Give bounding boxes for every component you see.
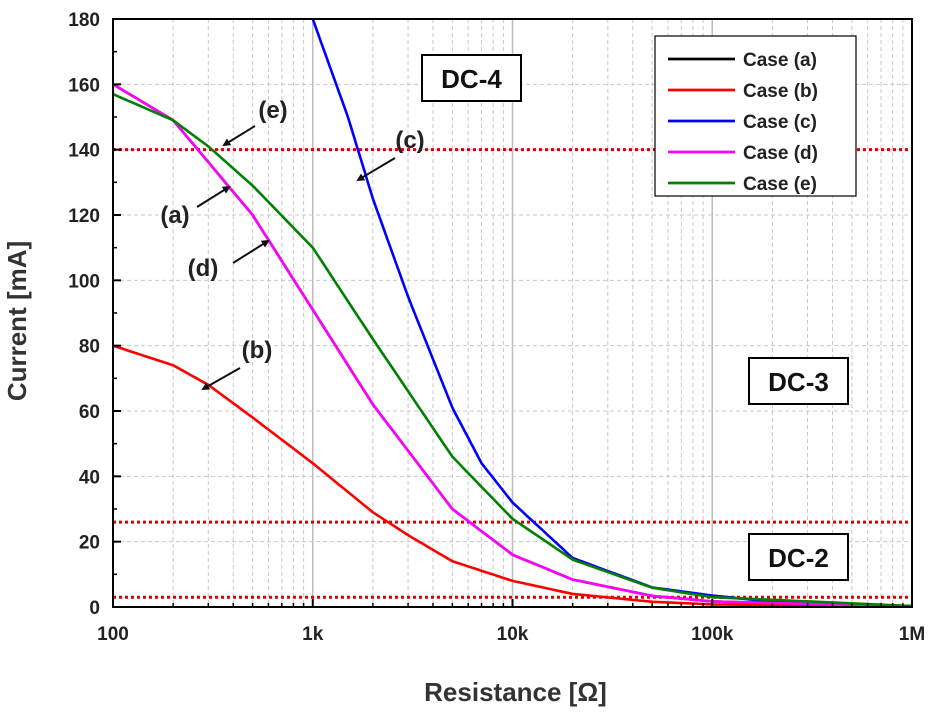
annotation-label: (c) [395,127,424,154]
y-tick-label: 80 [79,337,100,358]
region-label-box [748,533,849,581]
x-tick-label: 10k [497,624,529,645]
region-labels: DC-4 DC-3 DC-2 [421,54,849,581]
y-tick-label: 40 [79,467,100,488]
annotation-label: (b) [242,337,273,364]
y-tick-label: 160 [68,75,100,96]
annotation-arrow [222,125,256,147]
annotation-label: (d) [188,255,219,282]
y-axis-title: Current [mA] [2,241,32,401]
series-line [112,83,913,608]
x-axis-title: Resistance [Ω] [424,677,607,707]
legend-box [654,35,857,197]
annotation-arrow [196,185,231,208]
x-tick-label: 100 [97,624,129,645]
y-tick-label: 0 [89,598,100,619]
annotation-arrow [201,367,241,390]
y-tick-label: 120 [68,206,100,227]
x-tick-label: 100k [691,624,734,645]
legend-label: Case (d) [743,143,818,164]
annotation-arrow [232,239,270,264]
legend-label: Case (c) [743,112,817,133]
region-label-box [421,54,522,102]
legend: Case (a) Case (b) Case (c) Case (d) Case (e) [654,35,857,197]
axis-ticks: 100 1k 10k 100k 1M 0 20 40 60 80 100 120 140 160 180 [68,10,925,645]
reference-lines [113,148,912,599]
region-label: DC-2 [768,543,829,573]
region-label: DC-4 [441,64,502,94]
y-tick-label: 60 [79,402,100,423]
y-tick-label: 140 [68,141,100,162]
legend-label: Case (e) [743,174,817,195]
region-label: DC-3 [768,367,829,397]
annotation-label: (e) [258,97,287,124]
annotation-arrow [356,157,396,182]
x-tick-label: 1M [899,624,925,645]
x-tick-label: 1k [302,624,324,645]
legend-label: Case (b) [743,81,818,102]
region-label-box [748,357,849,405]
annotations: (a) (b) (c) (d) (e) [160,97,425,390]
legend-label: Case (a) [743,50,817,71]
series-line [112,92,913,608]
annotation-label: (a) [160,202,189,229]
y-tick-label: 180 [68,10,100,31]
y-tick-label: 100 [68,271,100,292]
y-tick-label: 20 [79,533,100,554]
